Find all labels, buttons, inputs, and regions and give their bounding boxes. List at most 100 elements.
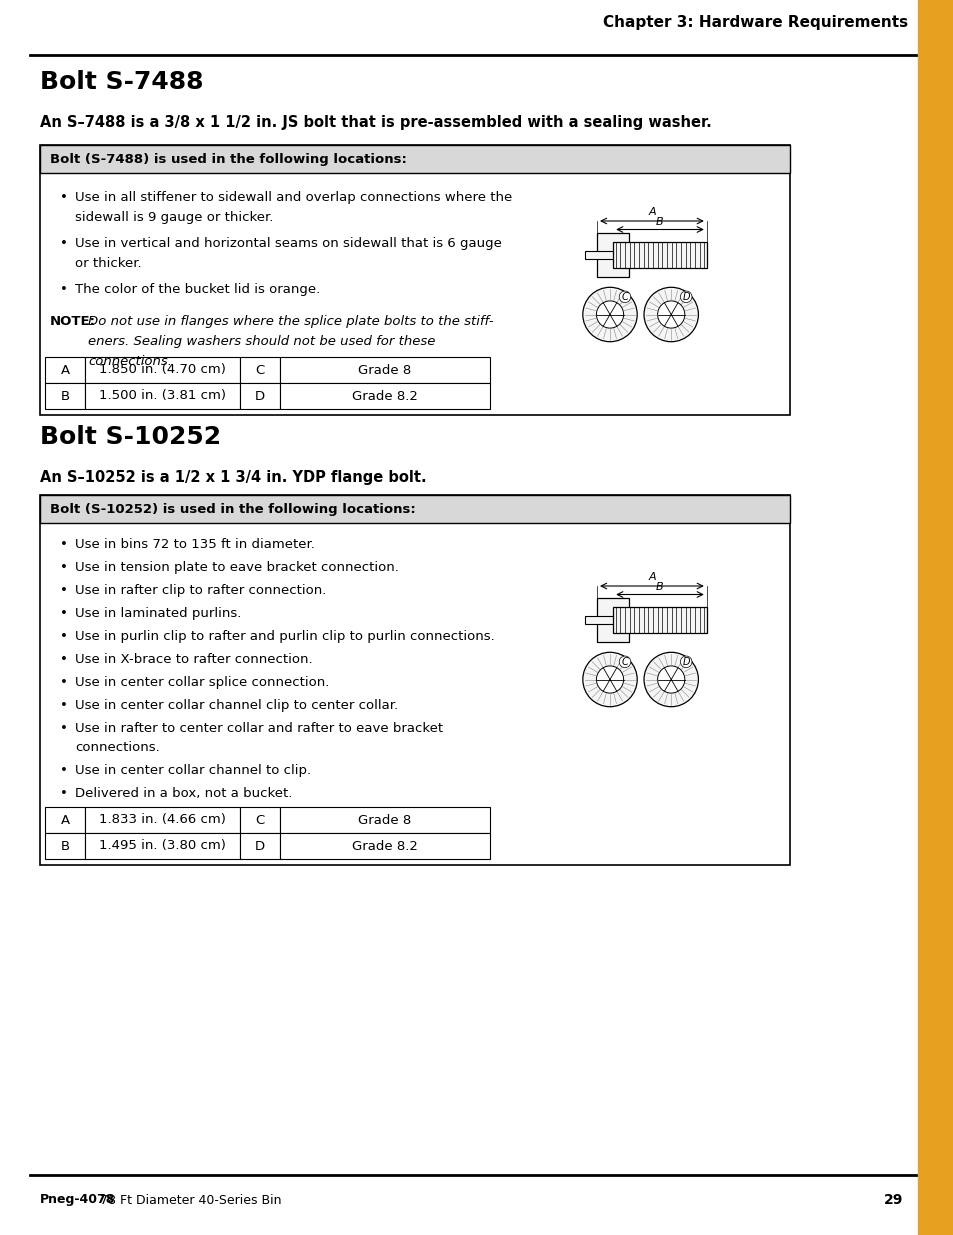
Circle shape xyxy=(643,288,698,342)
Bar xyxy=(280,383,490,409)
Text: The color of the bucket lid is orange.: The color of the bucket lid is orange. xyxy=(75,283,320,296)
Text: Grade 8.2: Grade 8.2 xyxy=(352,389,417,403)
Text: D: D xyxy=(254,840,265,852)
Text: Use in rafter to center collar and rafter to eave bracket: Use in rafter to center collar and rafte… xyxy=(75,722,442,735)
Bar xyxy=(40,495,789,522)
Text: Do not use in flanges where the splice plate bolts to the stiff-: Do not use in flanges where the splice p… xyxy=(88,315,493,329)
Bar xyxy=(40,495,789,864)
Text: Bolt S-10252: Bolt S-10252 xyxy=(40,425,221,450)
Text: Use in laminated purlins.: Use in laminated purlins. xyxy=(75,606,241,620)
Bar xyxy=(584,615,626,625)
Text: Pneg-4078: Pneg-4078 xyxy=(40,1193,115,1207)
Bar xyxy=(85,357,240,383)
Text: •: • xyxy=(60,699,68,713)
Text: 1.495 in. (3.80 cm): 1.495 in. (3.80 cm) xyxy=(99,840,226,852)
Text: D: D xyxy=(681,291,689,301)
Text: A: A xyxy=(60,814,70,826)
Text: •: • xyxy=(60,787,68,800)
Text: Use in purlin clip to rafter and purlin clip to purlin connections.: Use in purlin clip to rafter and purlin … xyxy=(75,630,495,643)
Bar xyxy=(240,357,280,383)
Text: •: • xyxy=(60,722,68,735)
Bar xyxy=(45,383,85,409)
Bar xyxy=(917,0,953,1235)
Text: Grade 8: Grade 8 xyxy=(358,363,411,377)
Text: B: B xyxy=(656,582,663,592)
Text: Bolt (S-10252) is used in the following locations:: Bolt (S-10252) is used in the following … xyxy=(50,503,416,515)
Text: •: • xyxy=(60,606,68,620)
Text: Bolt S-7488: Bolt S-7488 xyxy=(40,70,203,94)
Text: •: • xyxy=(60,237,68,249)
Circle shape xyxy=(582,288,637,342)
Text: Use in center collar splice connection.: Use in center collar splice connection. xyxy=(75,676,329,689)
Text: A: A xyxy=(647,206,655,217)
Text: Grade 8.2: Grade 8.2 xyxy=(352,840,417,852)
Text: Use in all stiffener to sidewall and overlap connections where the: Use in all stiffener to sidewall and ove… xyxy=(75,191,512,204)
Text: Use in tension plate to eave bracket connection.: Use in tension plate to eave bracket con… xyxy=(75,561,398,574)
Text: NOTE:: NOTE: xyxy=(50,315,96,329)
Text: Chapter 3: Hardware Requirements: Chapter 3: Hardware Requirements xyxy=(602,15,907,30)
Text: connections.: connections. xyxy=(75,741,159,755)
Text: 29: 29 xyxy=(882,1193,902,1207)
Text: Use in bins 72 to 135 ft in diameter.: Use in bins 72 to 135 ft in diameter. xyxy=(75,538,314,551)
Bar xyxy=(45,806,85,832)
Text: An S–10252 is a 1/2 x 1 3/4 in. YDP flange bolt.: An S–10252 is a 1/2 x 1 3/4 in. YDP flan… xyxy=(40,471,426,485)
Text: B: B xyxy=(656,217,663,227)
Text: C: C xyxy=(255,363,264,377)
Circle shape xyxy=(657,666,684,693)
Text: C: C xyxy=(621,657,628,667)
Bar xyxy=(45,357,85,383)
Text: D: D xyxy=(681,657,689,667)
Circle shape xyxy=(596,301,623,329)
Text: •: • xyxy=(60,584,68,597)
Text: 1.833 in. (4.66 cm): 1.833 in. (4.66 cm) xyxy=(99,814,226,826)
Circle shape xyxy=(596,666,623,693)
Circle shape xyxy=(582,652,637,706)
Text: An S–7488 is a 3/8 x 1 1/2 in. JS bolt that is pre-assembled with a sealing wash: An S–7488 is a 3/8 x 1 1/2 in. JS bolt t… xyxy=(40,115,711,130)
Bar xyxy=(280,357,490,383)
Bar xyxy=(40,144,789,415)
Text: A: A xyxy=(60,363,70,377)
Circle shape xyxy=(643,652,698,706)
Text: D: D xyxy=(254,389,265,403)
Text: •: • xyxy=(60,538,68,551)
Text: •: • xyxy=(60,630,68,643)
Text: •: • xyxy=(60,283,68,296)
Text: •: • xyxy=(60,764,68,777)
Bar xyxy=(85,832,240,860)
Text: 1.850 in. (4.70 cm): 1.850 in. (4.70 cm) xyxy=(99,363,226,377)
Bar xyxy=(240,832,280,860)
Text: Delivered in a box, not a bucket.: Delivered in a box, not a bucket. xyxy=(75,787,292,800)
Text: eners. Sealing washers should not be used for these: eners. Sealing washers should not be use… xyxy=(88,335,435,348)
Bar xyxy=(280,832,490,860)
Bar xyxy=(40,144,789,173)
Text: •: • xyxy=(60,561,68,574)
Text: sidewall is 9 gauge or thicker.: sidewall is 9 gauge or thicker. xyxy=(75,211,274,224)
Bar xyxy=(85,383,240,409)
Bar xyxy=(584,251,626,259)
Text: •: • xyxy=(60,653,68,666)
Text: B: B xyxy=(60,840,70,852)
Text: Use in rafter clip to rafter connection.: Use in rafter clip to rafter connection. xyxy=(75,584,326,597)
Text: Bolt (S-7488) is used in the following locations:: Bolt (S-7488) is used in the following l… xyxy=(50,152,406,165)
Text: 1.500 in. (3.81 cm): 1.500 in. (3.81 cm) xyxy=(99,389,226,403)
Bar xyxy=(597,598,629,642)
Bar xyxy=(85,806,240,832)
Text: Use in X-brace to rafter connection.: Use in X-brace to rafter connection. xyxy=(75,653,313,666)
Bar xyxy=(613,608,706,632)
Text: or thicker.: or thicker. xyxy=(75,257,141,270)
Text: 78 Ft Diameter 40-Series Bin: 78 Ft Diameter 40-Series Bin xyxy=(96,1193,281,1207)
Bar xyxy=(240,806,280,832)
Text: Grade 8: Grade 8 xyxy=(358,814,411,826)
Bar xyxy=(45,832,85,860)
Bar xyxy=(280,806,490,832)
Text: •: • xyxy=(60,191,68,204)
Circle shape xyxy=(657,301,684,329)
Bar xyxy=(613,242,706,268)
Bar xyxy=(240,383,280,409)
Text: Use in vertical and horizontal seams on sidewall that is 6 gauge: Use in vertical and horizontal seams on … xyxy=(75,237,501,249)
Text: A: A xyxy=(647,572,655,582)
Text: C: C xyxy=(255,814,264,826)
Text: Use in center collar channel clip to center collar.: Use in center collar channel clip to cen… xyxy=(75,699,397,713)
Text: C: C xyxy=(621,291,628,301)
Bar xyxy=(597,233,629,277)
